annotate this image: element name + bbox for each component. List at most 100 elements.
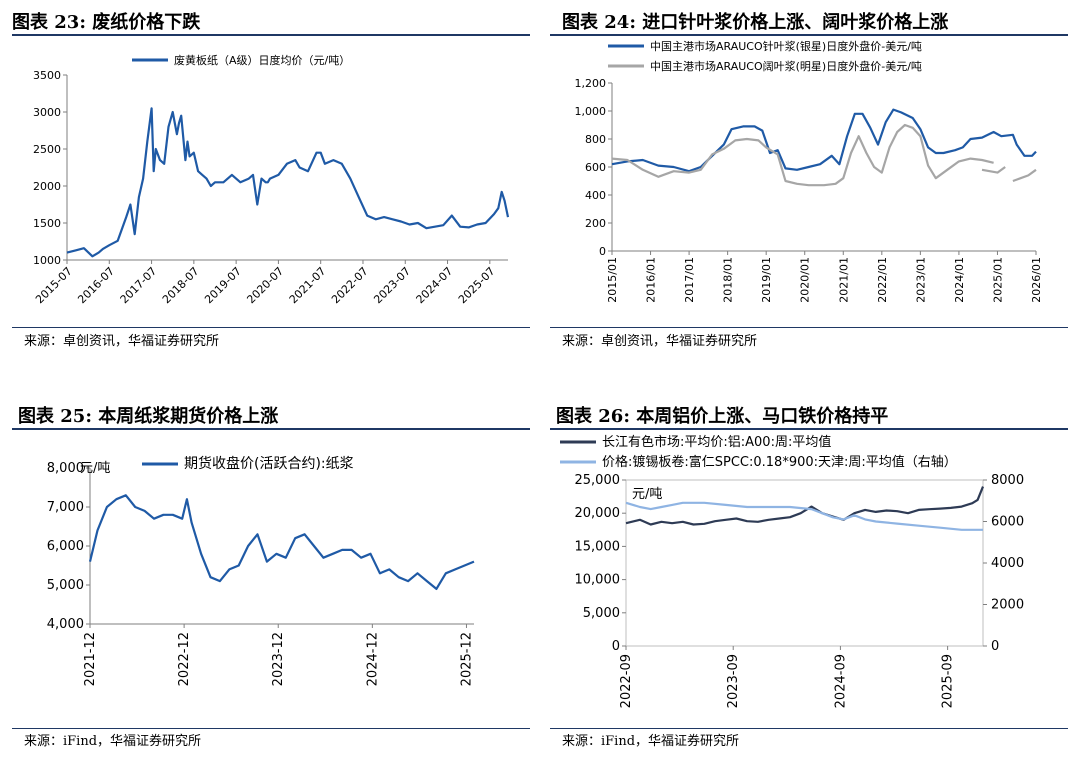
- series-line: [611, 108, 1037, 173]
- x-tick-label: 2024/01: [953, 257, 966, 303]
- x-tick-label: 2024-07: [414, 265, 456, 307]
- x-tick-label: 2023-07: [371, 265, 413, 307]
- x-tick-label: 2017-07: [118, 265, 160, 307]
- plot-frame: [625, 479, 984, 647]
- y-tick-label: 1,200: [575, 77, 607, 90]
- chart-source: 来源：卓创资讯，华福证券研究所: [24, 334, 220, 349]
- title-rule: [550, 428, 1068, 430]
- x-tick-label: 2022-12: [177, 632, 192, 686]
- chart-aluminum-tinplate: 0 5,000 10,000 15,000 20,000 25,000 0 2000 4000 6…: [560, 434, 1024, 708]
- title-rule: [550, 34, 1068, 36]
- series-line: [625, 486, 985, 526]
- source-rule: [550, 327, 1068, 328]
- chart-title: 图表 24: 进口针叶浆价格上涨、阔叶浆价格上涨: [562, 12, 949, 33]
- x-tick-label: 2021-07: [287, 265, 329, 307]
- y-tick-label: 0: [612, 639, 620, 654]
- y-right-tick-label: 4000: [991, 556, 1024, 571]
- x-tick-label: 2025-12: [459, 632, 474, 686]
- series-line: [625, 501, 983, 531]
- panel-pulp-import: 图表 24: 进口针叶浆价格上涨、阔叶浆价格上涨 0 200 400 600 800 1,…: [550, 0, 1068, 352]
- source-rule: [12, 327, 530, 328]
- y-tick-label: 3000: [33, 106, 61, 119]
- x-tick-label: 2015/01: [606, 257, 619, 303]
- series-line: [611, 123, 994, 187]
- title-rule: [12, 428, 530, 430]
- y-right-tick-label: 8000: [991, 473, 1024, 488]
- y-tick-label: 5,000: [583, 606, 620, 621]
- source-rule: [12, 728, 530, 729]
- y-tick-label: 8,000: [47, 461, 84, 476]
- y-tick-label: 25,000: [575, 473, 621, 488]
- x-tick-label: 2022-07: [329, 265, 371, 307]
- y-tick-label: 6,000: [47, 539, 84, 554]
- panel-aluminum-tinplate: 图表 26: 本周铝价上涨、马口铁价格持平 0 5,000 10,000 15,000…: [550, 390, 1068, 756]
- chart-source: 来源：卓创资讯，华福证券研究所: [562, 334, 758, 349]
- x-tick-label: 2023/01: [914, 257, 927, 303]
- chart-title: 图表 23: 废纸价格下跌: [12, 12, 201, 33]
- y-tick-label: 15,000: [575, 539, 621, 554]
- x-tick-label: 2015-07: [33, 265, 75, 307]
- x-tick-label: 2023-09: [726, 654, 741, 708]
- y-tick-label: 10,000: [575, 573, 621, 588]
- source-rule: [550, 728, 1068, 729]
- y-tick-label: 2500: [33, 143, 61, 156]
- series-line-segment: [1012, 168, 1037, 183]
- x-tick-label: 2022/01: [876, 257, 889, 303]
- legend-label: 中国主港市场ARAUCO阔叶浆(明星)日度外盘价-美元/吨: [650, 59, 922, 73]
- x-tick-label: 2023-12: [271, 632, 286, 686]
- y-tick-label: 1,000: [575, 105, 607, 118]
- legend-label: 长江有色市场:平均价:铝:A00:周:平均值: [602, 434, 831, 450]
- y-right-tick-label: 2000: [991, 598, 1024, 613]
- x-tick-label: 2016-07: [75, 265, 117, 307]
- x-tick-label: 2021-12: [83, 632, 98, 686]
- legend-label: 价格:镀锡板卷:富仁SPCC:0.18*900:天津:周:平均值（右轴）: [602, 454, 957, 470]
- x-tick-label: 2018-07: [160, 265, 202, 307]
- x-tick-label: 2020-07: [244, 265, 286, 307]
- x-tick-label: 2020/01: [799, 257, 812, 303]
- y-right-tick-label: 6000: [991, 515, 1024, 530]
- x-tick-label: 2017/01: [683, 257, 696, 303]
- y-tick-label: 5,000: [47, 578, 84, 593]
- x-tick-label: 2024-12: [365, 632, 380, 686]
- y-tick-label: 0: [599, 245, 606, 258]
- legend-label: 中国主港市场ARAUCO针叶浆(银星)日度外盘价-美元/吨: [650, 39, 922, 53]
- y-tick-label: 3500: [33, 69, 61, 82]
- series-line: [88, 494, 475, 590]
- legend-label: 期货收盘价(活跃合约):纸浆: [184, 455, 354, 472]
- y-tick-label: 400: [585, 189, 606, 202]
- y-axis-unit-label: 元/吨: [632, 487, 662, 502]
- chart-title: 图表 25: 本周纸浆期货价格上涨: [18, 406, 279, 427]
- x-tick-label: 2019/01: [760, 257, 773, 303]
- panel-waste-paper: 图表 23: 废纸价格下跌 1000 1500 2000 2500 3000 3500 20…: [12, 0, 530, 352]
- x-tick-label: 2016/01: [645, 257, 658, 303]
- chart-source: 来源：iFind，华福证券研究所: [24, 734, 202, 749]
- y-tick-label: 1000: [33, 254, 61, 267]
- y-right-tick-label: 0: [991, 639, 999, 654]
- y-tick-label: 600: [585, 161, 606, 174]
- chart-source: 来源：iFind，华福证券研究所: [562, 734, 740, 749]
- title-rule: [12, 34, 530, 36]
- y-tick-label: 800: [585, 133, 606, 146]
- x-tick-label: 2025-07: [456, 265, 498, 307]
- y-tick-label: 2000: [33, 180, 61, 193]
- chart-pulp-import: 0 200 400 600 800 1,000 1,200 2015/01 2016/01 201…: [575, 39, 1044, 303]
- series-line: [66, 107, 510, 258]
- x-tick-label: 2021/01: [837, 257, 850, 303]
- y-axis-label: 元/吨: [80, 461, 110, 476]
- y-tick-label: 200: [585, 217, 606, 230]
- legend-label: 废黄板纸（A级）日度均价（元/吨）: [174, 53, 350, 67]
- x-tick-label: 2018/01: [722, 257, 735, 303]
- panel-pulp-futures: 图表 25: 本周纸浆期货价格上涨 4,000 5,000 6,000 7,000 8,…: [12, 390, 530, 756]
- x-tick-label: 2025/01: [991, 257, 1004, 303]
- x-tick-label: 2025-09: [941, 654, 956, 708]
- x-tick-label: 2026/01: [1030, 257, 1043, 303]
- y-tick-label: 4,000: [47, 617, 84, 632]
- chart-pulp-futures: 4,000 5,000 6,000 7,000 8,000 2021-12 2022-12 2…: [47, 455, 475, 686]
- x-tick-label: 2024-09: [833, 654, 848, 708]
- y-tick-label: 20,000: [575, 506, 621, 521]
- y-tick-label: 1500: [33, 217, 61, 230]
- y-tick-label: 7,000: [47, 500, 84, 515]
- series-line-segment: [981, 166, 1006, 174]
- x-tick-label: 2019-07: [202, 265, 244, 307]
